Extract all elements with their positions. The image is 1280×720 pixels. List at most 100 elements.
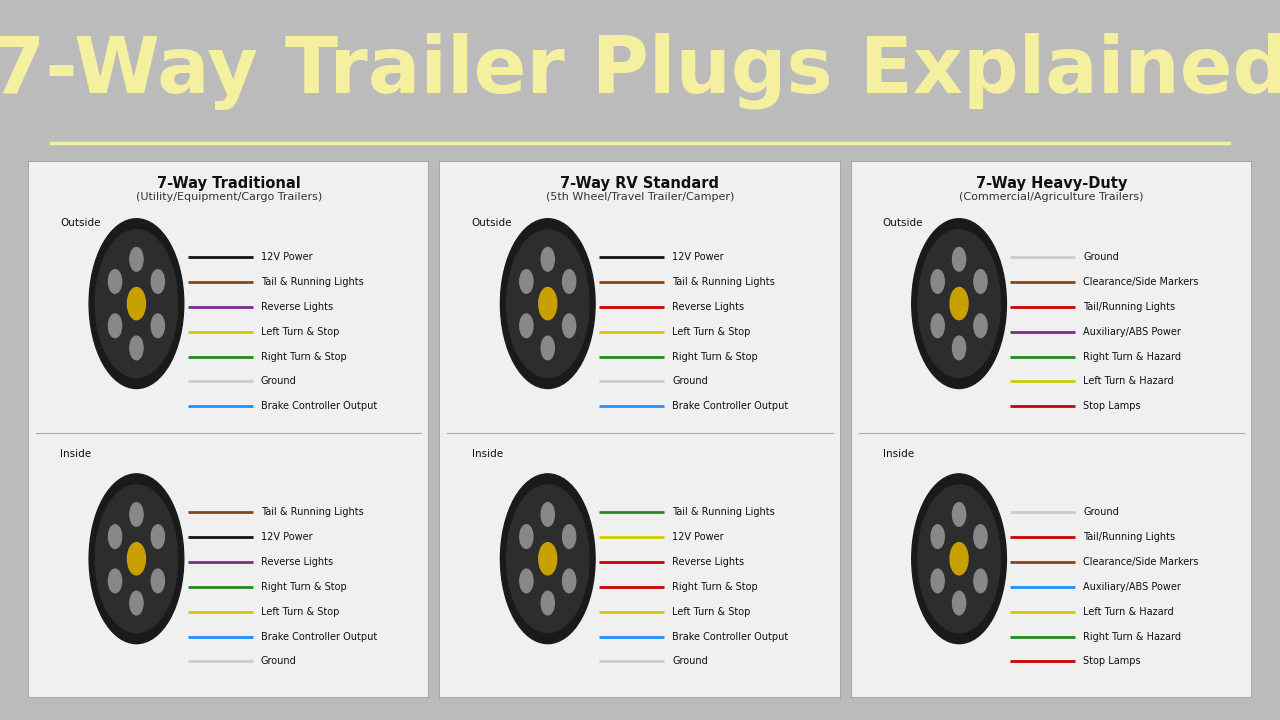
Text: Stop Lamps: Stop Lamps <box>1083 401 1140 411</box>
Text: Brake Controller Output: Brake Controller Output <box>261 631 378 642</box>
Ellipse shape <box>563 569 576 593</box>
Text: Ground: Ground <box>1083 252 1119 262</box>
Ellipse shape <box>129 336 143 360</box>
Ellipse shape <box>151 525 164 549</box>
Ellipse shape <box>109 314 122 338</box>
Text: Reverse Lights: Reverse Lights <box>261 557 333 567</box>
FancyBboxPatch shape <box>851 161 1252 698</box>
Text: 7-Way RV Standard: 7-Way RV Standard <box>561 176 719 192</box>
Text: Clearance/Side Markers: Clearance/Side Markers <box>1083 557 1199 567</box>
Ellipse shape <box>151 270 164 293</box>
Text: Left Turn & Stop: Left Turn & Stop <box>261 327 339 337</box>
Text: Outside: Outside <box>883 217 923 228</box>
Ellipse shape <box>520 525 532 549</box>
Ellipse shape <box>952 336 965 360</box>
Text: Brake Controller Output: Brake Controller Output <box>672 631 788 642</box>
Ellipse shape <box>90 474 184 644</box>
Text: Inside: Inside <box>60 449 91 459</box>
Text: Tail & Running Lights: Tail & Running Lights <box>672 276 774 287</box>
FancyBboxPatch shape <box>439 161 841 698</box>
Text: Right Turn & Stop: Right Turn & Stop <box>261 351 347 361</box>
Ellipse shape <box>541 591 554 615</box>
Text: 7-Way Trailer Plugs Explained: 7-Way Trailer Plugs Explained <box>0 33 1280 109</box>
Ellipse shape <box>520 314 532 338</box>
Ellipse shape <box>109 569 122 593</box>
Ellipse shape <box>95 230 178 377</box>
Ellipse shape <box>129 248 143 271</box>
Ellipse shape <box>95 485 178 633</box>
Text: Reverse Lights: Reverse Lights <box>672 302 744 312</box>
Text: Brake Controller Output: Brake Controller Output <box>672 401 788 411</box>
Text: Ground: Ground <box>672 657 708 667</box>
Text: Ground: Ground <box>261 657 297 667</box>
Ellipse shape <box>950 543 968 575</box>
Ellipse shape <box>151 569 164 593</box>
Text: Right Turn & Stop: Right Turn & Stop <box>672 351 758 361</box>
Ellipse shape <box>109 270 122 293</box>
Ellipse shape <box>90 219 184 389</box>
Ellipse shape <box>500 474 595 644</box>
Ellipse shape <box>541 248 554 271</box>
Ellipse shape <box>931 270 945 293</box>
Ellipse shape <box>952 248 965 271</box>
Text: Left Turn & Hazard: Left Turn & Hazard <box>1083 607 1174 616</box>
Ellipse shape <box>539 543 557 575</box>
Ellipse shape <box>541 503 554 526</box>
Text: Left Turn & Stop: Left Turn & Stop <box>261 607 339 616</box>
Text: Right Turn & Stop: Right Turn & Stop <box>672 582 758 592</box>
Ellipse shape <box>950 287 968 320</box>
Text: Tail/Running Lights: Tail/Running Lights <box>1083 302 1175 312</box>
Ellipse shape <box>151 314 164 338</box>
Text: Tail/Running Lights: Tail/Running Lights <box>1083 532 1175 542</box>
Text: Ground: Ground <box>672 377 708 387</box>
Text: (Utility/Equipment/Cargo Trailers): (Utility/Equipment/Cargo Trailers) <box>136 192 321 202</box>
Ellipse shape <box>911 219 1006 389</box>
Text: Left Turn & Stop: Left Turn & Stop <box>672 607 750 616</box>
Text: 12V Power: 12V Power <box>261 252 312 262</box>
Text: Ground: Ground <box>1083 507 1119 517</box>
Ellipse shape <box>952 503 965 526</box>
Text: Tail & Running Lights: Tail & Running Lights <box>261 276 364 287</box>
Text: Outside: Outside <box>60 217 101 228</box>
Text: 7-Way Traditional: 7-Way Traditional <box>157 176 301 192</box>
Ellipse shape <box>931 569 945 593</box>
Text: Auxiliary/ABS Power: Auxiliary/ABS Power <box>1083 582 1181 592</box>
Ellipse shape <box>520 569 532 593</box>
Text: Inside: Inside <box>883 449 914 459</box>
Text: Reverse Lights: Reverse Lights <box>261 302 333 312</box>
Ellipse shape <box>128 543 146 575</box>
Text: Reverse Lights: Reverse Lights <box>672 557 744 567</box>
Text: Right Turn & Hazard: Right Turn & Hazard <box>1083 631 1181 642</box>
Ellipse shape <box>974 270 987 293</box>
Text: Outside: Outside <box>471 217 512 228</box>
Ellipse shape <box>931 314 945 338</box>
Ellipse shape <box>918 230 1000 377</box>
Ellipse shape <box>507 485 589 633</box>
Ellipse shape <box>109 525 122 549</box>
Ellipse shape <box>129 591 143 615</box>
Ellipse shape <box>500 219 595 389</box>
Text: 12V Power: 12V Power <box>672 532 723 542</box>
Text: Tail & Running Lights: Tail & Running Lights <box>261 507 364 517</box>
Text: (5th Wheel/Travel Trailer/Camper): (5th Wheel/Travel Trailer/Camper) <box>545 192 735 202</box>
Text: 12V Power: 12V Power <box>261 532 312 542</box>
FancyBboxPatch shape <box>28 161 429 698</box>
Ellipse shape <box>911 474 1006 644</box>
Ellipse shape <box>918 485 1000 633</box>
Text: 12V Power: 12V Power <box>672 252 723 262</box>
Ellipse shape <box>563 314 576 338</box>
Text: Brake Controller Output: Brake Controller Output <box>261 401 378 411</box>
Ellipse shape <box>974 525 987 549</box>
Ellipse shape <box>563 270 576 293</box>
Text: Left Turn & Stop: Left Turn & Stop <box>672 327 750 337</box>
Text: Left Turn & Hazard: Left Turn & Hazard <box>1083 377 1174 387</box>
Ellipse shape <box>541 336 554 360</box>
Ellipse shape <box>974 569 987 593</box>
Ellipse shape <box>563 525 576 549</box>
Text: Stop Lamps: Stop Lamps <box>1083 657 1140 667</box>
Text: Right Turn & Hazard: Right Turn & Hazard <box>1083 351 1181 361</box>
Ellipse shape <box>507 230 589 377</box>
Text: Tail & Running Lights: Tail & Running Lights <box>672 507 774 517</box>
Text: Auxiliary/ABS Power: Auxiliary/ABS Power <box>1083 327 1181 337</box>
Text: Clearance/Side Markers: Clearance/Side Markers <box>1083 276 1199 287</box>
